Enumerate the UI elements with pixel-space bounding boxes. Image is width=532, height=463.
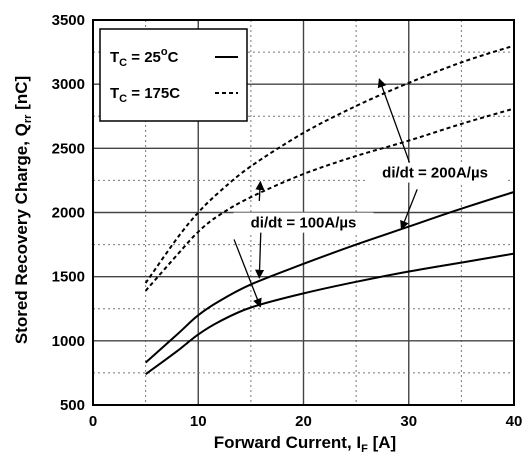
series-line-4 — [144, 44, 515, 284]
y-tick-label: 1000 — [52, 333, 85, 350]
x-tick-label: 40 — [506, 413, 523, 430]
annotation-arrow — [233, 239, 262, 308]
plot-frame — [92, 19, 515, 406]
annotation-arrow — [377, 78, 412, 167]
x-tick-label: 0 — [89, 413, 97, 430]
y-tick-label: 3500 — [52, 12, 85, 29]
series-group — [144, 44, 515, 376]
x-tick-label: 20 — [295, 413, 312, 430]
legend-box — [99, 28, 248, 122]
annotation-label: di/dt = 200A/µs — [382, 165, 488, 182]
x-axis-label: Forward Current, IF [A] — [214, 433, 396, 455]
annotation-arrow — [400, 189, 418, 231]
y-tick-label: 500 — [60, 397, 85, 414]
y-tick-label: 2000 — [52, 205, 85, 222]
x-tick-label: 30 — [400, 413, 417, 430]
annotation-bg — [365, 162, 506, 183]
y-tick-label: 1500 — [52, 269, 85, 286]
annotation-arrow — [255, 180, 265, 201]
annotation-bg — [233, 212, 374, 233]
x-tick-label: 10 — [190, 413, 207, 430]
series-line-3 — [144, 107, 515, 292]
annotations: di/dt = 200A/µs di/dt = 100A/µs — [233, 78, 506, 308]
tick-labels: 0 10 20 30 40 500 1000 1500 2000 2500 3000 3500 — [52, 12, 523, 430]
y-axis-label: Stored Recovery Charge, Qrr [nC] — [12, 76, 34, 344]
legend: TC = 25oC TC = 175C — [99, 28, 248, 122]
plot-border — [92, 19, 515, 406]
annotation-label: di/dt = 100A/µs — [251, 215, 357, 232]
legend-entry-label: TC = 175C — [110, 85, 180, 105]
legend-entry-label: TC = 25oC — [110, 46, 179, 69]
y-tick-label: 3000 — [52, 76, 85, 93]
series-line-2 — [144, 191, 515, 364]
series-line-1 — [145, 252, 515, 376]
y-tick-label: 2500 — [52, 140, 85, 157]
